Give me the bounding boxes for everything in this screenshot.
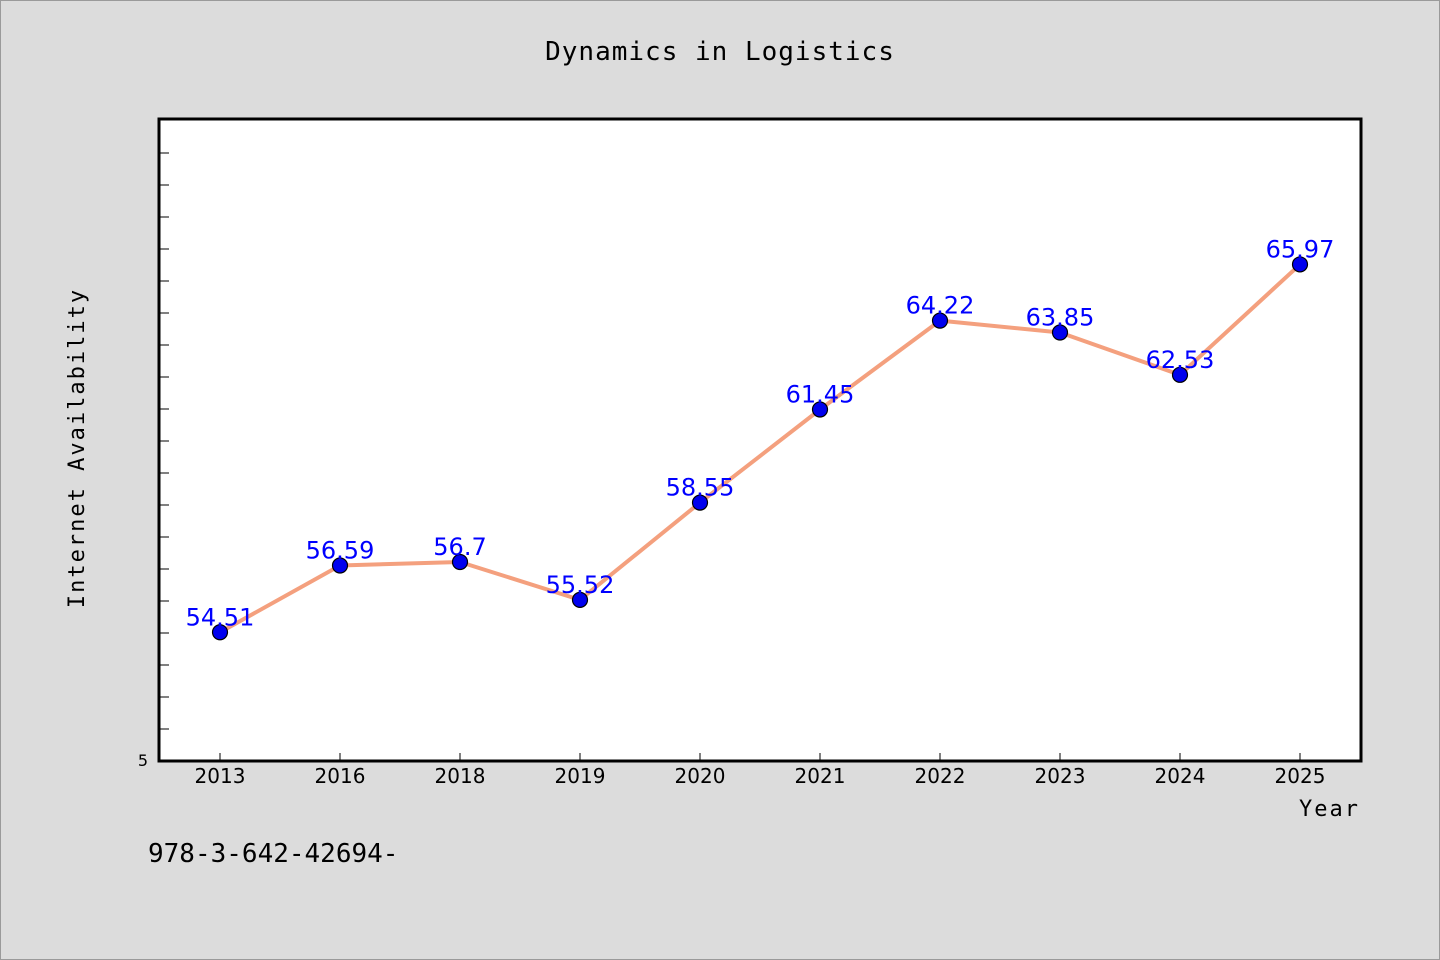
x-tick-label: 2020 xyxy=(675,764,726,788)
data-point xyxy=(1291,256,1309,273)
x-tick-label: 2013 xyxy=(195,764,246,788)
y-tick-label: 5 xyxy=(138,751,148,770)
data-label: 62.53 xyxy=(1146,346,1215,374)
x-tick-label: 2016 xyxy=(315,764,366,788)
x-tick-label: 2024 xyxy=(1155,764,1206,788)
data-label: 54.51 xyxy=(186,603,255,631)
data-label: 64.22 xyxy=(906,292,975,320)
x-tick-label: 2021 xyxy=(795,764,846,788)
plot-frame xyxy=(157,117,1363,763)
x-tick-label: 2025 xyxy=(1275,764,1326,788)
x-tick-labels: 2013 2016 2018 2019 2020 2021 2022 2023 2024 2025 xyxy=(195,764,1326,788)
data-label: 61.45 xyxy=(786,381,855,409)
footer-isbn: 978-3-642-42694- xyxy=(148,839,398,869)
data-point xyxy=(1171,366,1189,383)
data-point xyxy=(931,312,949,329)
data-label: 55.52 xyxy=(546,571,615,599)
x-tick-label: 2023 xyxy=(1035,764,1086,788)
data-label: 63.85 xyxy=(1026,303,1095,331)
data-point xyxy=(691,494,709,511)
data-point xyxy=(211,624,229,641)
chart-title: Dynamics in Logistics xyxy=(545,37,895,67)
y-axis-label: Internet Availability xyxy=(65,288,90,608)
data-labels: 54.51 56.59 56.7 55.52 58.55 61.45 64.22 63.85 6… xyxy=(186,235,1335,631)
data-label: 56.59 xyxy=(306,537,375,565)
data-markers xyxy=(211,256,1309,641)
data-point xyxy=(811,401,829,418)
data-label: 65.97 xyxy=(1266,235,1335,263)
data-point xyxy=(451,553,469,571)
x-tick-label: 2019 xyxy=(555,764,606,788)
data-label: 58.55 xyxy=(666,474,735,502)
x-axis-label: Year xyxy=(1299,797,1360,822)
x-tick-label: 2022 xyxy=(915,764,966,788)
x-tick-label: 2018 xyxy=(435,764,486,788)
data-point xyxy=(1051,324,1069,341)
data-point xyxy=(331,557,349,574)
data-point xyxy=(571,591,589,608)
plot-area xyxy=(159,119,1361,761)
data-label: 56.7 xyxy=(433,533,486,561)
series-line xyxy=(218,262,1302,635)
